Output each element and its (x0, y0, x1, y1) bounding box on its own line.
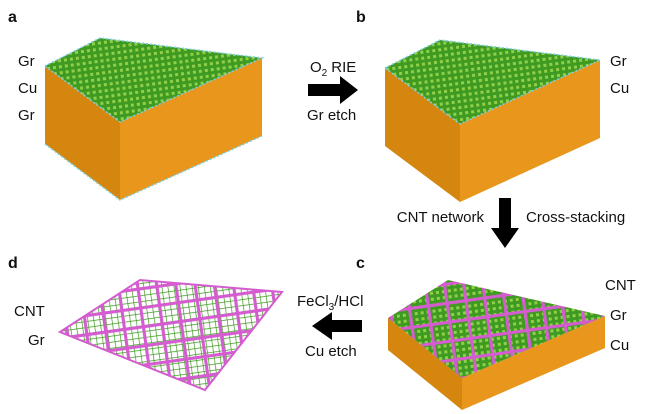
arrow-right (308, 76, 358, 104)
panel-a (45, 38, 262, 200)
step-label: Cross-stacking (526, 209, 625, 226)
layer-label: Cu (18, 80, 37, 97)
cnt-network (60, 280, 282, 390)
panel-label: d (8, 255, 18, 272)
layer-label: CNT (14, 303, 45, 320)
step-label: Cu etch (305, 343, 357, 360)
text-part: FeCl (297, 293, 329, 310)
layer-label: Cu (610, 337, 629, 354)
step-label: FeCl3/HCl (297, 293, 363, 313)
panel-label: c (356, 255, 365, 272)
layer-label: Gr (18, 107, 35, 124)
layer-label: Gr (610, 307, 627, 324)
text-part: O (310, 59, 322, 76)
text-part: /HCl (334, 293, 363, 310)
layer-label: Gr (18, 53, 35, 70)
panel-label: b (356, 9, 366, 26)
step-label: Gr etch (307, 107, 356, 124)
arrow-down (491, 198, 519, 248)
panel-label: a (8, 9, 17, 26)
panel-c (388, 280, 605, 410)
figure: a Gr Cu Gr b Gr Cu c CNT Gr Cu d CNT Gr … (0, 0, 649, 414)
subscript: 2 (322, 68, 328, 79)
layer-label: Gr (610, 53, 627, 70)
text-part: RIE (331, 59, 356, 76)
panel-d (60, 280, 282, 390)
layer-label: Cu (610, 80, 629, 97)
layer-label: Gr (28, 332, 45, 349)
step-label: CNT network (397, 209, 485, 226)
layer-label: CNT (605, 277, 636, 294)
panel-b (385, 40, 600, 202)
arrow-left (312, 312, 362, 340)
